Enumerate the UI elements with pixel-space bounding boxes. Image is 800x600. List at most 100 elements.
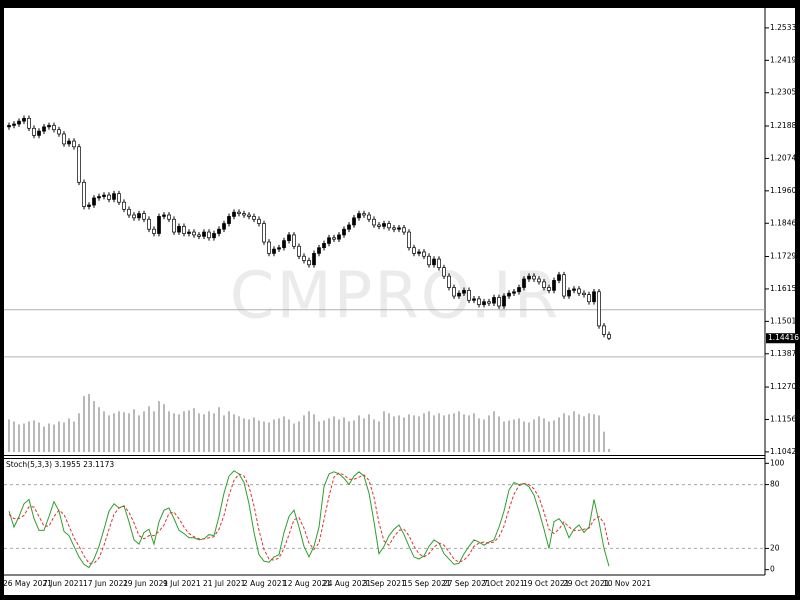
candle-body <box>477 298 481 305</box>
volume-bar <box>573 411 575 452</box>
volume-bar <box>343 417 345 452</box>
candle-body <box>367 214 371 220</box>
candle-body <box>77 146 81 183</box>
candle-body <box>297 245 301 257</box>
candle-body <box>202 231 206 237</box>
volume-bar <box>513 419 515 452</box>
volume-bar <box>383 411 385 452</box>
volume-bar <box>78 413 80 452</box>
volume-bar <box>413 415 415 452</box>
candle-body <box>532 275 536 280</box>
candle-body <box>117 193 121 203</box>
candle-body <box>372 218 376 226</box>
candle-body <box>487 301 491 304</box>
volume-bar <box>128 413 130 452</box>
candle-body <box>602 325 606 335</box>
candle-body <box>427 255 431 266</box>
volume-bar <box>243 418 245 452</box>
volume-bar <box>548 421 550 452</box>
candle-body <box>192 231 196 236</box>
candle-body <box>282 240 286 249</box>
volume-bar <box>193 408 195 452</box>
x-tick-label: 2 Aug 2021 <box>243 579 286 588</box>
volume-bar <box>463 414 465 452</box>
candle-body <box>162 214 166 217</box>
volume-bar <box>428 411 430 452</box>
candle-body <box>212 233 216 239</box>
x-tick-label: 24 Aug 2021 <box>323 579 371 588</box>
volume-bar <box>58 421 60 452</box>
volume-bar <box>38 422 40 452</box>
volume-bar <box>213 413 215 452</box>
volume-bar <box>138 415 140 452</box>
candle-body <box>507 292 511 297</box>
y-tick-label: 1.15010 <box>770 316 800 325</box>
volume-bar <box>43 426 45 452</box>
volume-bar <box>318 421 320 452</box>
candle-body <box>397 227 401 230</box>
canvas <box>4 8 795 595</box>
x-tick-label: 21 Jul 2021 <box>203 579 246 588</box>
volume-bar <box>203 414 205 452</box>
y-tick-label: 80 <box>770 480 780 489</box>
volume-bar <box>223 415 225 452</box>
candle-body <box>547 287 551 291</box>
y-tick-label: 1.12700 <box>770 382 800 391</box>
volume-bar <box>438 413 440 452</box>
candle-body <box>102 194 106 197</box>
candle-body <box>272 248 276 254</box>
candle-body <box>47 125 51 128</box>
volume-bar <box>208 411 210 452</box>
y-tick-label: 20 <box>770 543 780 552</box>
volume-bar <box>233 414 235 452</box>
candle-body <box>577 288 581 294</box>
volume-bar <box>588 413 590 452</box>
volume-bar <box>113 413 115 452</box>
volume-bar <box>238 416 240 452</box>
volume-bar <box>313 414 315 452</box>
candle-body <box>7 125 11 128</box>
volume-bar <box>8 419 10 452</box>
current-price-box <box>766 333 796 344</box>
volume-bar <box>478 418 480 452</box>
volume-bar <box>473 413 475 452</box>
candle-body <box>387 223 391 229</box>
x-tick-label: 7 Oct 2021 <box>483 579 525 588</box>
volume-bar <box>433 415 435 452</box>
volume-bar <box>378 421 380 452</box>
volume-bar <box>273 419 275 452</box>
volume-bar <box>98 407 100 452</box>
volume-bar <box>308 411 310 452</box>
candle-body <box>327 237 331 244</box>
volume-bar <box>503 421 505 452</box>
volume-bar <box>348 421 350 452</box>
volume-bar <box>598 415 600 452</box>
candle-body <box>67 140 71 145</box>
candle-body <box>107 194 111 200</box>
y-tick-label: 1.21880 <box>770 121 800 130</box>
volume-bar <box>143 411 145 452</box>
volume-bar <box>353 420 355 452</box>
volume-bar <box>228 411 230 452</box>
stoch-title: Stoch(5,3,3) 3.1955 23.1173 <box>6 460 114 469</box>
volume-bar <box>18 424 20 452</box>
candle-body <box>517 287 521 293</box>
candle-body <box>307 260 311 266</box>
x-tick-label: 26 May 2021 <box>3 579 52 588</box>
current-price-label: 1.14416 <box>768 333 799 342</box>
candle-body <box>512 291 516 294</box>
volume-bar <box>283 416 285 452</box>
volume-bar <box>28 421 30 452</box>
volume-bar <box>133 409 135 452</box>
volume-bar <box>538 416 540 452</box>
stoch-line <box>8 470 610 569</box>
candle-body <box>167 214 171 220</box>
candle-body <box>542 281 546 288</box>
volume-bar <box>323 420 325 452</box>
candle-body <box>132 214 136 219</box>
candle-body <box>217 228 221 234</box>
volume-bar <box>168 411 170 452</box>
candle-body <box>242 213 246 216</box>
volume-bar <box>298 421 300 452</box>
candle-body <box>237 211 241 214</box>
